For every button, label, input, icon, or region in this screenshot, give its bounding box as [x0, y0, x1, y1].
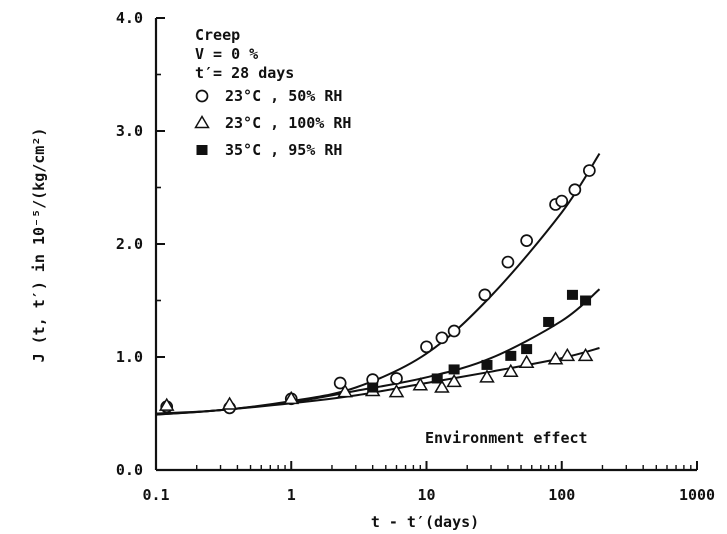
circle-data-point [555, 194, 569, 208]
triangle-data-point [446, 373, 462, 388]
x-tick-label: 1 [287, 486, 296, 504]
square-data-point [431, 373, 443, 384]
triangle-data-point [502, 363, 519, 377]
circle-series-fit-line [155, 153, 601, 415]
legend-header-line: Creep [195, 26, 240, 44]
y-tick-label: 4.0 [116, 9, 143, 27]
triangle-data-point [337, 384, 353, 398]
legend-entry-square: 35°C , 95% RH [225, 141, 342, 159]
square-data-point [566, 289, 578, 300]
circle-data-point [478, 288, 492, 302]
legend-header-line: V = 0 % [195, 45, 258, 63]
y-tick-label: 0.0 [116, 461, 143, 479]
circle-data-point [333, 376, 347, 390]
triangle-data-point [283, 390, 300, 405]
y-tick-label: 3.0 [116, 122, 143, 140]
legend-header-line: t′= 28 days [195, 64, 294, 82]
circle-data-point [520, 234, 533, 247]
triangle-data-point [577, 347, 594, 362]
circle-data-point [390, 372, 403, 385]
triangle-data-point [388, 384, 405, 398]
legend-marker-square [196, 145, 208, 155]
plot-frame [154, 18, 697, 472]
legend-entry-circle: 23°C , 50% RH [225, 87, 342, 105]
circle-data-point [420, 340, 433, 354]
triangle-data-point [221, 396, 238, 410]
circle-data-point [435, 331, 449, 345]
triangle-data-point [434, 379, 450, 393]
x-tick-label: 1000 [679, 486, 715, 504]
square-data-point [481, 359, 493, 370]
circle-data-point [501, 255, 515, 269]
legend-marker-triangle [194, 115, 210, 129]
triangle-data-point [547, 351, 564, 365]
x-tick-label: 100 [548, 486, 575, 504]
triangle-data-point [479, 369, 495, 383]
circle-data-point [583, 164, 596, 177]
x-tick-label: 10 [417, 486, 435, 504]
square-data-point [505, 350, 517, 361]
fit-curves [155, 153, 601, 416]
circle-data-point [447, 324, 461, 338]
square-data-point [543, 316, 555, 327]
y-axis-label: J (t, t′) in 10⁻⁵/(kg/cm²) [30, 128, 48, 363]
y-tick-label: 2.0 [116, 235, 143, 253]
data-markers [158, 164, 596, 415]
annotation-environment-effect: Environment effect [425, 429, 588, 447]
x-axis-label: t - t′(days) [371, 513, 479, 531]
triangle-data-point [559, 347, 576, 362]
square-data-point [367, 382, 379, 393]
triangle-data-point [158, 397, 175, 411]
x-tick-label: 0.1 [142, 486, 169, 504]
axis-ticks: 0.0 1.0 2.0 3.0 4.0 0.1 1 10 100 1000 [116, 9, 715, 504]
legend-marker-circle [195, 89, 209, 103]
circle-data-point [568, 183, 582, 197]
square-data-point [448, 364, 460, 375]
square-data-point [521, 344, 533, 355]
y-tick-label: 1.0 [116, 348, 143, 366]
legend-entry-triangle: 23°C , 100% RH [225, 114, 351, 132]
square-data-point [580, 295, 592, 306]
triangle-data-point [412, 377, 429, 391]
triangle-data-point [518, 354, 535, 368]
